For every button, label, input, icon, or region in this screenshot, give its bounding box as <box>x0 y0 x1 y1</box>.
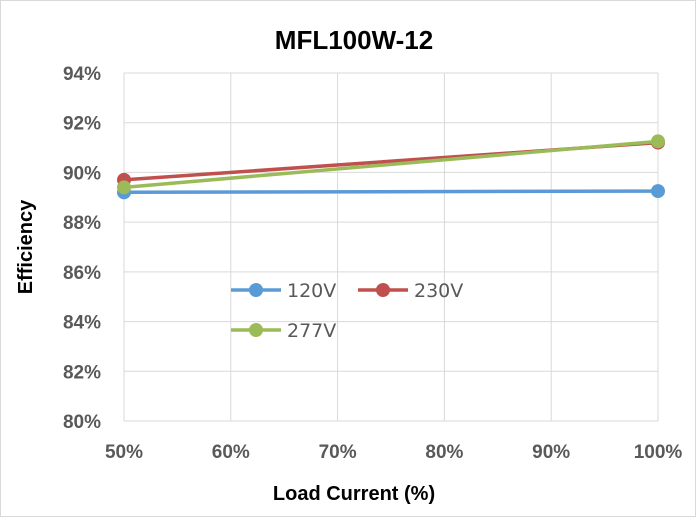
x-tick-label: 80% <box>425 442 463 463</box>
legend-label-230V: 230V <box>414 280 463 302</box>
data-point-277V <box>117 180 131 195</box>
legend: 120V 230V 277V <box>231 280 463 342</box>
chart-title: MFL100W-12 <box>275 25 433 55</box>
y-axis-title: Efficiency <box>15 199 37 294</box>
legend-marker-277V <box>249 323 263 337</box>
x-tick-label: 90% <box>532 442 570 463</box>
y-tick-label: 88% <box>63 213 101 234</box>
legend-label-120V: 120V <box>287 280 336 302</box>
series-lines <box>117 134 665 200</box>
data-point-277V <box>651 134 665 149</box>
legend-marker-230V <box>376 283 390 297</box>
gridlines <box>123 72 659 422</box>
x-tick-label: 60% <box>212 442 250 463</box>
series-line-277V <box>122 139 660 190</box>
data-point-120V <box>651 184 665 199</box>
y-tick-label: 90% <box>63 163 101 184</box>
series-line-120V <box>122 189 660 195</box>
y-tick-label: 86% <box>63 263 101 284</box>
x-tick-label: 100% <box>634 442 683 463</box>
x-tick-label: 50% <box>105 442 143 463</box>
y-tick-label: 82% <box>63 362 101 383</box>
y-axis-ticks: 80% 82% 84% 86% 88% 90% 92% 94% <box>63 64 101 433</box>
y-tick-label: 80% <box>63 412 101 433</box>
x-axis-title: Load Current (%) <box>273 483 435 505</box>
legend-label-277V: 277V <box>287 320 336 342</box>
legend-marker-120V <box>249 283 263 297</box>
y-tick-label: 84% <box>63 313 101 334</box>
y-tick-label: 94% <box>63 64 101 85</box>
x-axis-ticks: 50% 60% 70% 80% 90% 100% <box>105 442 682 463</box>
y-tick-label: 92% <box>63 114 101 135</box>
x-tick-label: 70% <box>319 442 357 463</box>
